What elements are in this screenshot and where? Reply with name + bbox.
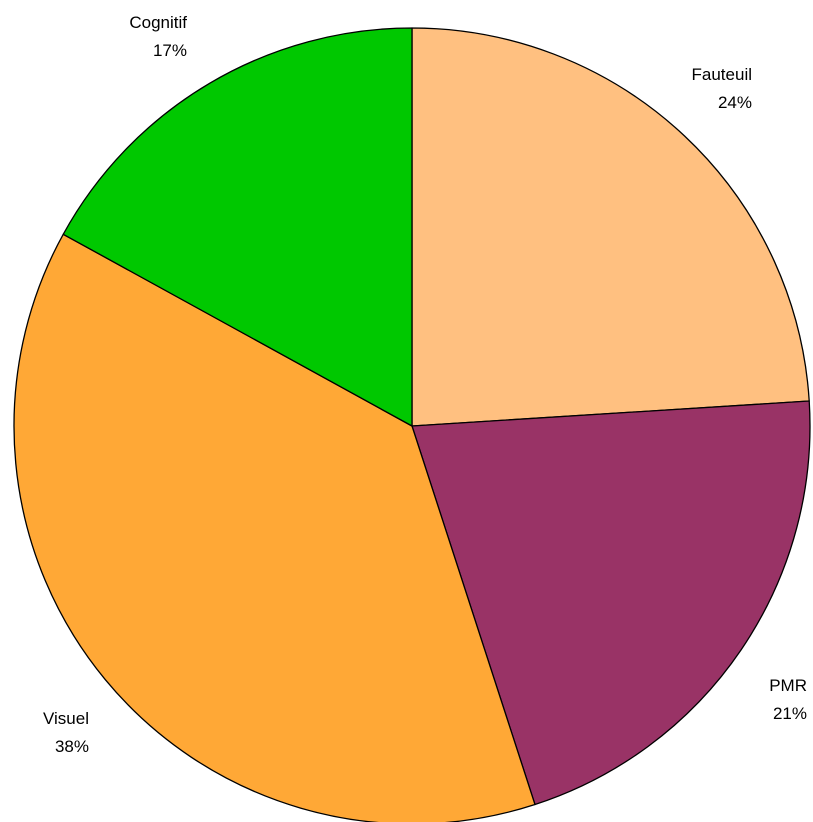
- slices-group: [13, 27, 811, 822]
- pie-slice-visuel: [13, 233, 536, 822]
- labels-group: Fauteuil 24% PMR 21% Visuel 38% Cognitif…: [43, 13, 807, 756]
- slice-label-cognitif: Cognitif: [129, 13, 187, 32]
- pie-slice-fauteuil: [411, 27, 810, 427]
- slice-value-cognitif: 17%: [153, 41, 187, 60]
- slice-value-pmr: 21%: [773, 704, 807, 723]
- pie-slice-cognitif: [62, 27, 413, 427]
- slice-value-visuel: 38%: [55, 737, 89, 756]
- slice-label-fauteuil: Fauteuil: [692, 65, 752, 84]
- slice-label-visuel: Visuel: [43, 709, 89, 728]
- slice-label-pmr: PMR: [769, 676, 807, 695]
- pie-slice-pmr: [411, 400, 811, 806]
- slice-value-fauteuil: 24%: [718, 93, 752, 112]
